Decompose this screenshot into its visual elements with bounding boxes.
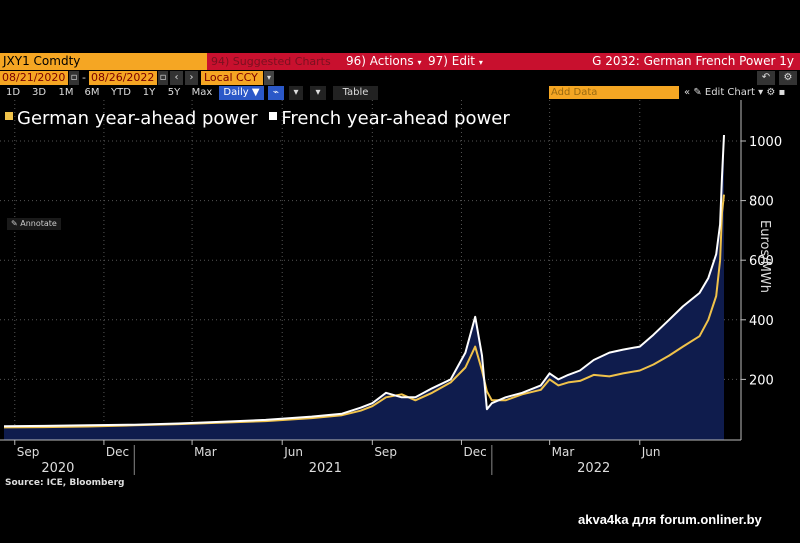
year-label: 2020 <box>41 461 74 476</box>
edit-chart-button[interactable]: « ✎ Edit Chart ▾ ⚙ ▪ <box>684 86 800 100</box>
range-max[interactable]: Max <box>191 87 213 98</box>
price-chart[interactable]: 200 400 600 800 1000 Sep Dec Mar Jun Sep Dec Mar Jun… <box>0 100 800 490</box>
area-fill <box>4 135 724 440</box>
legend-item-german[interactable]: German year-ahead power <box>5 108 258 129</box>
chevron-down-icon[interactable]: ▾ <box>289 86 303 100</box>
table-button[interactable]: Table <box>333 86 378 100</box>
chevron-down-icon[interactable]: ▾ <box>264 71 274 85</box>
collapse-icon[interactable]: « <box>684 87 691 98</box>
y-tick-label: 200 <box>749 373 774 388</box>
y-axis-label: Euros/MWh <box>757 220 772 293</box>
settings-icon[interactable]: ⚙ <box>766 87 776 98</box>
series-line-german[interactable] <box>3 194 725 429</box>
year-label: 2021 <box>309 461 342 476</box>
range-1y[interactable]: 1Y <box>142 87 156 98</box>
settings-icon[interactable]: ⚙ <box>779 71 797 85</box>
frequency-select[interactable]: Daily ▼ <box>219 86 264 100</box>
line-chart-icon[interactable]: ⌁ <box>268 86 284 100</box>
chart-legend: German year-ahead power French year-ahea… <box>5 106 510 132</box>
range-1m[interactable]: 1M <box>58 87 74 98</box>
start-date-input[interactable]: 08/21/2020 <box>0 71 68 85</box>
edit-chart-label: Edit Chart <box>704 87 755 98</box>
legend-swatch-french <box>269 112 278 120</box>
annotate-button[interactable]: ✎ Annotate <box>7 218 61 230</box>
range-ytd[interactable]: YTD <box>111 87 131 98</box>
date-separator: - <box>82 71 86 84</box>
undo-icon[interactable]: ↶ <box>757 71 775 85</box>
x-tick-label: Mar <box>194 445 217 459</box>
next-period-icon[interactable]: › <box>185 71 198 85</box>
function-bar: JXY1 Comdty 94) Suggested Charts 96) Act… <box>0 53 800 70</box>
y-tick-label: 800 <box>749 195 774 210</box>
x-tick-label: Mar <box>552 445 575 459</box>
y-tick-label: 400 <box>749 314 774 329</box>
legend-swatch-german <box>5 112 13 120</box>
x-tick-label: Jun <box>283 445 303 459</box>
range-1d[interactable]: 1D <box>5 87 21 98</box>
edit-menu[interactable]: 97) Edit ▾ <box>424 53 486 70</box>
range-6m[interactable]: 6M <box>84 87 100 98</box>
calendar-icon[interactable]: ▫ <box>158 71 168 85</box>
watermark: akva4ka для forum.onliner.by <box>578 512 762 527</box>
pencil-icon: ✎ <box>11 219 18 228</box>
pencil-icon: ✎ <box>693 87 702 98</box>
actions-label: 96) Actions <box>346 54 414 68</box>
save-icon[interactable]: ▪ <box>778 87 786 98</box>
suggested-charts-menu[interactable]: 94) Suggested Charts <box>207 53 342 70</box>
legend-label-french: French year-ahead power <box>281 108 510 129</box>
actions-menu[interactable]: 96) Actions ▾ <box>342 53 424 70</box>
x-tick-label: Dec <box>106 445 129 459</box>
date-range-bar: 08/21/2020 ▫ - 08/26/2022 ▫ ‹ › Local CC… <box>0 71 800 85</box>
chevron-down-icon: ▾ <box>417 58 422 67</box>
year-label: 2022 <box>577 461 610 476</box>
source-note: Source: ICE, Bloomberg <box>5 478 125 488</box>
end-date-input[interactable]: 08/26/2022 <box>89 71 157 85</box>
security-field[interactable]: JXY1 Comdty <box>0 53 207 70</box>
chevron-down-icon: ▾ <box>478 58 483 67</box>
currency-select[interactable]: Local CCY <box>201 71 263 85</box>
legend-item-french[interactable]: French year-ahead power <box>269 108 510 129</box>
frequency-label: Daily <box>223 87 249 98</box>
x-tick-label: Sep <box>17 445 40 459</box>
edit-label: 97) Edit <box>428 54 476 68</box>
legend-label-german: German year-ahead power <box>17 108 258 129</box>
add-data-input[interactable]: Add Data <box>549 86 679 99</box>
calendar-icon[interactable]: ▫ <box>69 71 79 85</box>
chevron-down-icon[interactable]: ▾ <box>758 87 764 98</box>
chevron-down-icon[interactable]: ▾ <box>310 86 326 100</box>
annotate-label: Annotate <box>20 219 57 228</box>
range-5y[interactable]: 5Y <box>167 87 181 98</box>
y-tick-label: 1000 <box>749 135 782 150</box>
prev-period-icon[interactable]: ‹ <box>170 71 183 85</box>
x-tick-label: Jun <box>641 445 661 459</box>
y-tick-label: 600 <box>749 254 774 269</box>
page-title: G 2032: German French Power 1y <box>486 53 800 70</box>
range-bar: 1D 3D 1M 6M YTD 1Y 5Y Max Daily ▼ ⌁ ▾ ▾ … <box>0 86 800 100</box>
range-3d[interactable]: 3D <box>31 87 47 98</box>
series-line-french[interactable] <box>3 134 725 428</box>
x-tick-label: Sep <box>374 445 397 459</box>
x-tick-label: Dec <box>463 445 486 459</box>
